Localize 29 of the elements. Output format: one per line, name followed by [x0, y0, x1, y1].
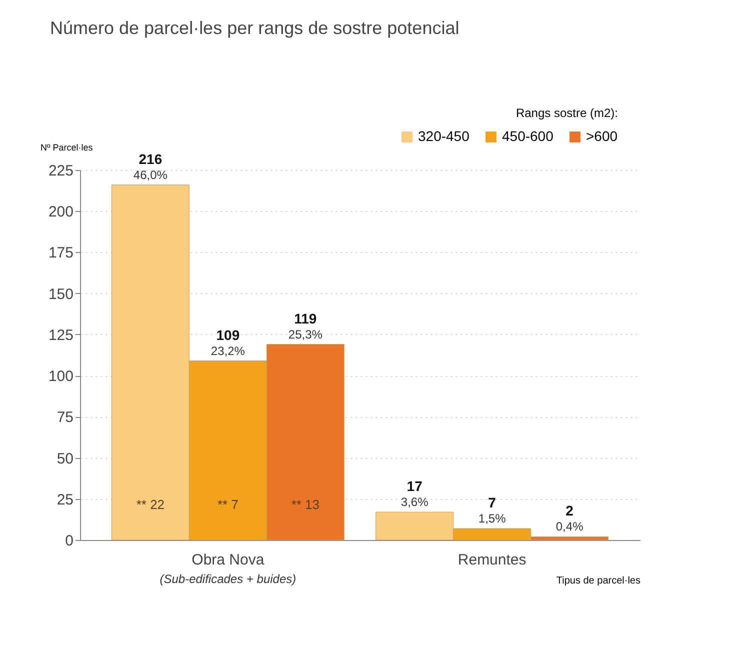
- annotation: ** 7: [217, 497, 238, 512]
- y-tick-label: 125: [48, 326, 74, 344]
- x-tick-label: Obra Nova: [192, 552, 265, 568]
- y-axis-title: Nº Parcel·les: [40, 142, 94, 152]
- y-tick-label: 0: [65, 532, 74, 550]
- x-axis-title: Tipus de parcel·les: [556, 576, 640, 586]
- y-tick-label: 75: [56, 409, 74, 426]
- y-tick-label: 25: [56, 491, 74, 508]
- text: (Sub-edificades + buides): [160, 572, 296, 586]
- annotation: ** 13: [291, 497, 320, 512]
- text: 109 23,2%: [210, 326, 245, 358]
- legend-label: 320-450: [418, 128, 470, 144]
- text: 2 0,4%: [556, 502, 584, 534]
- x-tick-label: Remuntes: [458, 552, 526, 568]
- y-tick-label: 175: [48, 244, 74, 262]
- chart-title: Número de parcel·les per rangs de sostre potencial: [50, 18, 460, 38]
- y-tick-label: 100: [48, 368, 74, 386]
- legend-label: 450-600: [502, 128, 554, 144]
- legend-title: Rangs sostre (m2):: [516, 106, 618, 120]
- text: 119 25,3%: [288, 310, 322, 342]
- text: 216 46,0%: [133, 150, 168, 182]
- y-tick-label: 225: [48, 162, 74, 180]
- annotation: ** 22: [136, 497, 165, 512]
- text: 7 1,5%: [478, 494, 506, 526]
- y-tick-label: 50: [56, 450, 74, 468]
- y-tick-label: 200: [48, 204, 74, 221]
- text: 17 3,6%: [400, 478, 428, 510]
- y-tick-label: 150: [48, 286, 74, 303]
- legend-label: >600: [586, 128, 618, 144]
